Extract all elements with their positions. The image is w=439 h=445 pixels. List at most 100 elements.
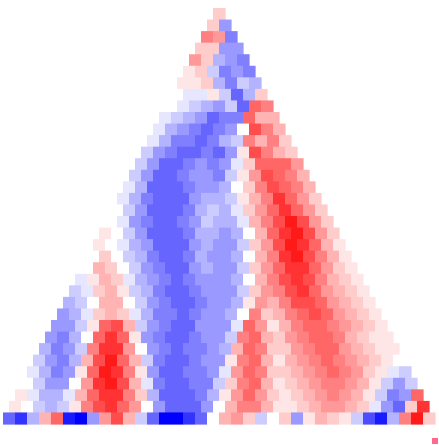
heatmap-cell bbox=[225, 54, 238, 67]
heatmap-cell bbox=[99, 250, 112, 263]
heatmap-cell bbox=[117, 192, 130, 206]
heatmap-cell bbox=[363, 366, 376, 379]
heatmap-cell bbox=[165, 354, 178, 367]
heatmap-cell bbox=[297, 400, 310, 414]
heatmap-cell bbox=[201, 123, 214, 136]
heatmap-cell bbox=[315, 250, 328, 263]
heatmap-cell bbox=[147, 343, 160, 356]
heatmap-cell bbox=[219, 389, 232, 402]
heatmap-cell bbox=[87, 343, 100, 356]
heatmap-cell bbox=[75, 296, 88, 310]
heatmap-cell bbox=[375, 320, 388, 333]
heatmap-cell bbox=[357, 285, 370, 298]
heatmap-cell bbox=[147, 366, 160, 379]
heatmap-cell bbox=[375, 389, 388, 402]
heatmap-cell bbox=[135, 366, 148, 379]
heatmap-cell bbox=[105, 216, 118, 229]
heatmap-cell bbox=[279, 412, 292, 425]
heatmap-cell bbox=[375, 412, 388, 425]
heatmap-cell bbox=[261, 262, 274, 275]
heatmap-cell bbox=[297, 169, 310, 182]
heatmap-cell bbox=[165, 100, 178, 113]
heatmap-cell bbox=[309, 216, 322, 229]
heatmap-cell bbox=[105, 354, 118, 367]
heatmap-cell bbox=[303, 343, 316, 356]
heatmap-cell bbox=[135, 320, 148, 333]
heatmap-cell bbox=[285, 262, 298, 275]
heatmap-cell bbox=[237, 192, 250, 206]
heatmap-cell bbox=[315, 412, 328, 425]
heatmap-cell bbox=[213, 377, 226, 390]
heatmap-cell bbox=[273, 192, 286, 206]
heatmap-cell bbox=[81, 308, 94, 321]
heatmap-cell bbox=[195, 42, 208, 55]
heatmap-cell bbox=[33, 400, 46, 414]
heatmap-cell bbox=[309, 354, 322, 367]
heatmap-cell bbox=[141, 262, 154, 275]
heatmap-cell bbox=[231, 227, 244, 240]
heatmap-cell bbox=[261, 285, 274, 298]
heatmap-cell bbox=[327, 250, 340, 263]
heatmap-cell bbox=[393, 377, 406, 390]
heatmap-cell bbox=[129, 400, 142, 414]
heatmap-cell bbox=[231, 366, 244, 379]
heatmap-cell bbox=[321, 400, 334, 414]
heatmap-cell bbox=[87, 412, 100, 425]
heatmap-cell bbox=[135, 158, 148, 171]
heatmap-cell bbox=[237, 262, 250, 275]
heatmap-cell bbox=[93, 262, 106, 275]
heatmap-cell bbox=[177, 308, 190, 321]
heatmap-cell bbox=[285, 285, 298, 298]
heatmap-cell bbox=[225, 354, 238, 367]
heatmap-cell bbox=[249, 169, 262, 182]
heatmap-cell bbox=[201, 377, 214, 390]
heatmap-cell bbox=[273, 377, 286, 390]
heatmap-cell bbox=[243, 389, 256, 402]
heatmap-cell bbox=[207, 112, 220, 125]
heatmap-cell bbox=[249, 262, 262, 275]
heatmap-cell bbox=[423, 412, 436, 425]
heatmap-cell bbox=[339, 250, 352, 263]
heatmap-cell bbox=[231, 320, 244, 333]
heatmap-cell bbox=[159, 181, 172, 194]
heatmap-cell bbox=[3, 412, 16, 425]
heatmap-cell bbox=[303, 273, 316, 286]
heatmap-cell bbox=[45, 377, 58, 390]
heatmap-cell bbox=[219, 366, 232, 379]
heatmap-cell bbox=[9, 400, 22, 414]
heatmap-cell bbox=[177, 285, 190, 298]
heatmap-cell bbox=[177, 123, 190, 136]
heatmap-cell bbox=[51, 389, 64, 402]
corner-mark bbox=[432, 438, 438, 444]
heatmap-cell bbox=[333, 262, 346, 275]
heatmap-cell bbox=[315, 320, 328, 333]
heatmap-cell bbox=[255, 273, 268, 286]
heatmap-cell bbox=[309, 331, 322, 344]
heatmap-cell bbox=[207, 204, 220, 217]
heatmap-cell bbox=[153, 308, 166, 321]
heatmap-cell bbox=[279, 158, 292, 171]
heatmap-cell bbox=[273, 123, 286, 136]
heatmap-cell bbox=[201, 400, 214, 414]
heatmap-cell bbox=[225, 100, 238, 113]
heatmap-cell bbox=[225, 77, 238, 90]
heatmap-cell bbox=[111, 204, 124, 217]
heatmap-cell bbox=[123, 343, 136, 356]
heatmap-cell bbox=[219, 19, 232, 32]
heatmap-cell bbox=[165, 192, 178, 206]
heatmap-cell bbox=[171, 320, 184, 333]
heatmap-cell bbox=[87, 296, 100, 310]
heatmap-cell bbox=[249, 354, 262, 367]
heatmap-cell bbox=[207, 181, 220, 194]
heatmap-cell bbox=[129, 239, 142, 252]
heatmap-cell bbox=[207, 296, 220, 310]
heatmap-cell bbox=[249, 308, 262, 321]
heatmap-cell bbox=[339, 389, 352, 402]
heatmap-cell bbox=[219, 227, 232, 240]
heatmap-cell bbox=[273, 146, 286, 159]
heatmap-cell bbox=[237, 54, 250, 67]
heatmap-cell bbox=[165, 308, 178, 321]
heatmap-cell bbox=[291, 181, 304, 194]
heatmap-cell bbox=[417, 400, 430, 414]
